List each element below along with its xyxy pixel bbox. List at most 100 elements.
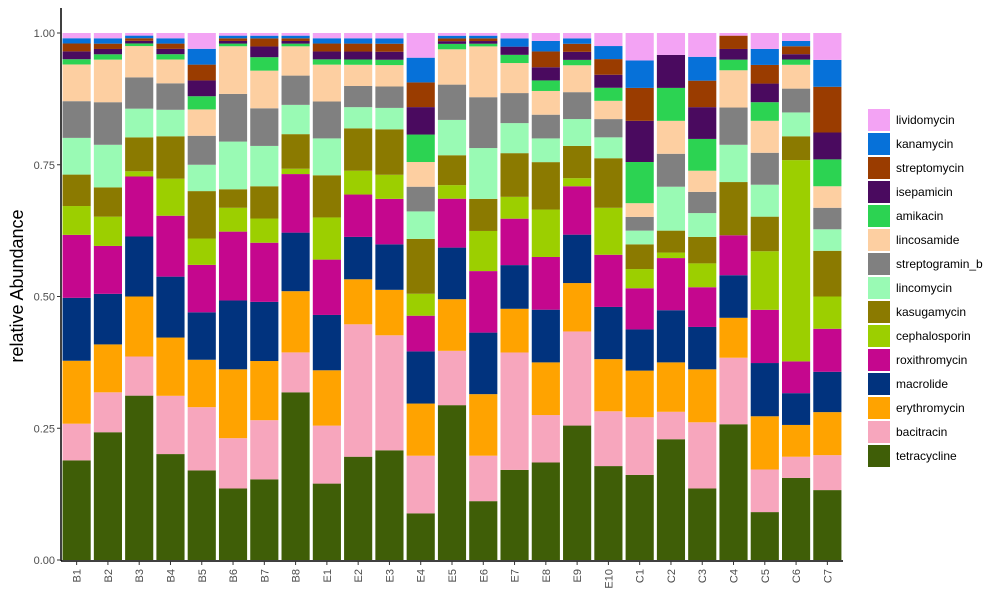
bar-segment-E4-amikacin xyxy=(406,134,435,163)
bar-segment-B7-erythromycin xyxy=(250,361,279,421)
bar-segment-C3-cephalosporin xyxy=(688,263,717,288)
x-tick-label: C4 xyxy=(729,569,741,583)
bar-segment-C2-erythromycin xyxy=(656,362,686,412)
bar-segment-B5-macrolide xyxy=(187,312,216,360)
bar-segment-E6-bacitracin xyxy=(469,455,498,502)
bar-segment-C4-streptogramin_b xyxy=(719,107,748,145)
bar-segment-E7-isepamicin xyxy=(500,46,529,55)
bar-segment-C5-isepamicin xyxy=(750,83,779,103)
bar-segment-E6-isepamicin xyxy=(469,41,498,44)
bar-segment-E1-roxithromycin xyxy=(312,259,341,315)
bar-group-C1 xyxy=(625,33,654,560)
bar-segment-E3-bacitracin xyxy=(375,335,404,451)
bar-segment-B5-tetracycline xyxy=(187,470,216,560)
bar-segment-C2-bacitracin xyxy=(656,411,686,440)
bar-segment-B7-tetracycline xyxy=(250,479,279,560)
bar-segment-B4-lincosamide xyxy=(156,59,185,84)
bar-segment-E8-kasugamycin xyxy=(531,162,560,210)
bar-segment-C6-streptogramin_b xyxy=(782,88,811,113)
bar-segment-C6-lividomycin xyxy=(782,33,811,41)
bar-group-B5 xyxy=(187,33,216,560)
bar-segment-E1-isepamicin xyxy=(312,51,341,60)
bar-segment-E1-lincomycin xyxy=(312,138,341,176)
bar-segment-B5-isepamicin xyxy=(187,80,216,97)
bar-segment-E2-lincomycin xyxy=(344,107,373,129)
bar-segment-B6-kasugamycin xyxy=(218,189,248,208)
y-tick-label: 1.00 xyxy=(34,28,55,40)
bar-segment-E7-lividomycin xyxy=(500,33,529,39)
bar-segment-E8-macrolide xyxy=(531,309,560,363)
bar-segment-B3-kanamycin xyxy=(125,35,154,39)
bar-segment-E3-macrolide xyxy=(375,244,404,290)
bar-segment-C5-tetracycline xyxy=(750,512,779,560)
bar-segment-E9-isepamicin xyxy=(563,51,592,60)
legend-item-kasugamycin: kasugamycin xyxy=(868,301,966,323)
bar-segment-C4-lividomycin xyxy=(719,33,748,36)
bar-segment-C3-lividomycin xyxy=(688,33,717,57)
bar-segment-B1-isepamicin xyxy=(62,51,91,60)
bar-segment-B6-kanamycin xyxy=(218,35,248,39)
bar-segment-B5-roxithromycin xyxy=(187,264,216,313)
legend-label: streptogramin_b xyxy=(896,257,983,271)
bar-segment-C6-bacitracin xyxy=(782,456,811,478)
bar-group-E2 xyxy=(344,33,373,560)
bar-segment-E6-streptomycin xyxy=(469,38,498,42)
bar-segment-B3-macrolide xyxy=(125,236,154,297)
bar-segment-C1-lincomycin xyxy=(625,230,654,245)
x-tick-label: C2 xyxy=(666,569,678,583)
legend-label: erythromycin xyxy=(896,401,965,415)
bar-segment-E2-bacitracin xyxy=(344,324,373,457)
bar-segment-E2-isepamicin xyxy=(344,51,373,60)
x-tick-label: C3 xyxy=(697,569,709,583)
bar-segment-E7-amikacin xyxy=(500,54,529,64)
bar-segment-B7-roxithromycin xyxy=(250,242,279,302)
bar-group-E4 xyxy=(406,33,435,560)
legend-swatch xyxy=(868,349,890,371)
bar-segment-C4-lincosamide xyxy=(719,70,748,108)
bar-segment-B5-erythromycin xyxy=(187,359,216,408)
bar-segment-B2-macrolide xyxy=(93,293,122,345)
bar-segment-B3-lividomycin xyxy=(125,33,154,36)
legend-swatch xyxy=(868,229,890,251)
bar-segment-C7-tetracycline xyxy=(813,490,842,560)
bar-segment-C2-lincosamide xyxy=(656,120,686,154)
bar-segment-B3-lincomycin xyxy=(125,108,154,138)
bar-segment-E6-kasugamycin xyxy=(469,198,498,231)
legend-label: tetracycline xyxy=(896,449,957,463)
bar-segment-E10-kanamycin xyxy=(594,46,623,60)
bar-segment-B7-amikacin xyxy=(250,57,279,71)
bar-segment-B7-lividomycin xyxy=(250,33,279,36)
bar-segment-C4-bacitracin xyxy=(719,357,748,425)
bar-segment-B2-erythromycin xyxy=(93,344,122,393)
bar-segment-E5-tetracycline xyxy=(437,405,467,560)
bar-segment-B3-tetracycline xyxy=(125,395,154,560)
bar-group-B3 xyxy=(125,33,154,560)
bar-segment-B5-lincomycin xyxy=(187,164,216,192)
x-tick-label: B1 xyxy=(72,569,84,582)
bar-segment-C4-macrolide xyxy=(719,275,748,318)
bar-segment-E2-cephalosporin xyxy=(344,170,373,195)
bar-segment-B4-kanamycin xyxy=(156,38,185,44)
bar-segment-E9-roxithromycin xyxy=(563,186,592,235)
bar-segment-E3-kasugamycin xyxy=(375,129,404,175)
bar-segment-E10-lividomycin xyxy=(594,33,623,47)
bar-group-E10 xyxy=(594,33,623,560)
x-tick-label: C5 xyxy=(760,569,772,583)
bar-segment-E4-streptomycin xyxy=(406,82,435,108)
bar-segment-B3-cephalosporin xyxy=(125,171,154,177)
legend-item-amikacin: amikacin xyxy=(868,205,943,227)
bar-segment-C6-lincomycin xyxy=(782,112,811,137)
y-axis-label: relative Abundance xyxy=(7,209,27,362)
bar-segment-C7-roxithromycin xyxy=(813,328,842,372)
bar-segment-B5-lincosamide xyxy=(187,109,216,136)
bar-segment-B2-bacitracin xyxy=(93,392,122,433)
legend-item-isepamicin: isepamicin xyxy=(868,181,953,203)
bar-segment-B8-roxithromycin xyxy=(281,174,310,233)
bar-segment-C4-isepamicin xyxy=(719,48,748,60)
bar-segment-E8-bacitracin xyxy=(531,415,560,463)
legend-item-streptomycin: streptomycin xyxy=(868,157,964,179)
x-tick-label: C7 xyxy=(822,569,834,583)
bar-segment-E3-amikacin xyxy=(375,59,404,66)
legend-label: lincomycin xyxy=(896,281,952,295)
bar-segment-B6-bacitracin xyxy=(218,438,248,489)
